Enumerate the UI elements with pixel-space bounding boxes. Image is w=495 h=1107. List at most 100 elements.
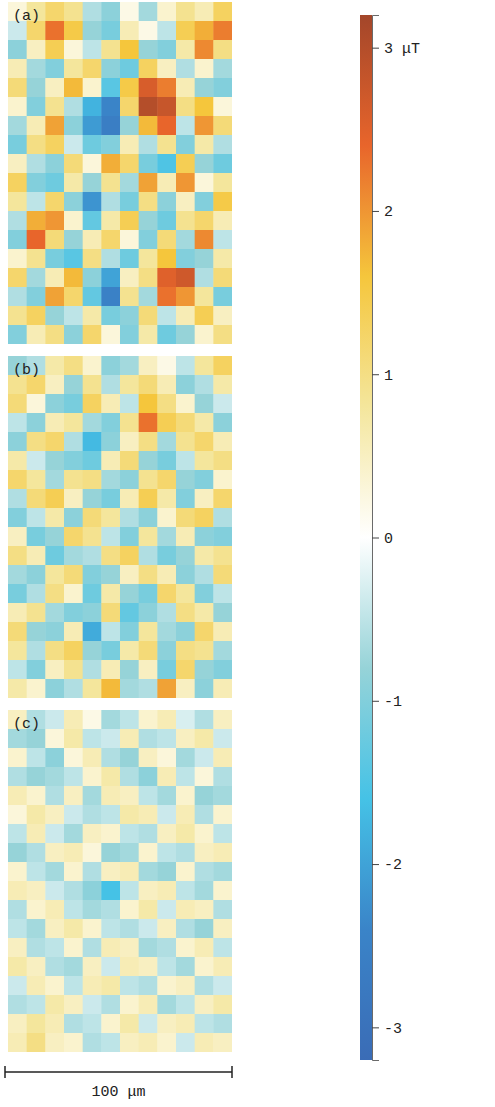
heatmap-cell — [176, 230, 195, 250]
heatmap-cell — [45, 211, 64, 231]
heatmap-cell — [64, 78, 83, 98]
heatmap-cell — [83, 919, 102, 939]
heatmap-cell — [120, 325, 139, 344]
heatmap-cell — [64, 470, 83, 490]
heatmap-cell — [195, 729, 214, 749]
heatmap-cell — [157, 451, 176, 471]
heatmap-cell — [101, 413, 120, 433]
heatmap-cell — [157, 375, 176, 395]
heatmap-cell — [8, 40, 27, 60]
heatmap-cell — [83, 805, 102, 825]
heatmap-cell — [83, 1014, 102, 1034]
heatmap-cell — [139, 584, 158, 604]
heatmap-cell — [45, 154, 64, 174]
heatmap-cell — [139, 546, 158, 566]
heatmap-cell — [195, 824, 214, 844]
heatmap-cell — [195, 1014, 214, 1034]
heatmap-cell — [176, 603, 195, 623]
heatmap-cell — [157, 919, 176, 939]
heatmap-cell — [213, 154, 232, 174]
heatmap-cell — [101, 432, 120, 452]
heatmap-cell — [176, 584, 195, 604]
heatmap-cell — [195, 862, 214, 882]
heatmap-cell — [213, 451, 232, 471]
heatmap-cell — [176, 192, 195, 212]
heatmap-cell — [83, 622, 102, 642]
heatmap-cell — [139, 173, 158, 193]
heatmap-cell — [195, 230, 214, 250]
heatmap-cell — [157, 432, 176, 452]
heatmap-cell — [139, 116, 158, 136]
heatmap-cell — [64, 679, 83, 698]
heatmap-cell — [213, 249, 232, 269]
heatmap-cell — [195, 375, 214, 395]
heatmap-cell — [83, 192, 102, 212]
heatmap-cell — [213, 824, 232, 844]
heatmap-cell — [64, 135, 83, 155]
heatmap-cell — [27, 881, 46, 901]
heatmap-cell — [83, 976, 102, 996]
heatmap-cell — [157, 679, 176, 698]
heatmap-cell — [213, 306, 232, 326]
heatmap-cell — [83, 957, 102, 977]
heatmap-cell — [139, 78, 158, 98]
heatmap-cell — [45, 805, 64, 825]
heatmap-cell — [176, 173, 195, 193]
heatmap-cell — [45, 432, 64, 452]
heatmap-cell — [213, 786, 232, 806]
heatmap-cell — [176, 268, 195, 288]
heatmap-cell — [64, 824, 83, 844]
heatmap-cell — [195, 306, 214, 326]
heatmap-cell — [27, 767, 46, 787]
heatmap-cell — [27, 249, 46, 269]
heatmap-cell — [64, 786, 83, 806]
heatmap-cell — [64, 287, 83, 307]
heatmap-cell — [176, 843, 195, 863]
heatmap-cell — [139, 995, 158, 1015]
heatmap-cell — [83, 824, 102, 844]
heatmap-cell — [27, 508, 46, 528]
heatmap-cell — [64, 641, 83, 661]
heatmap-cell — [83, 641, 102, 661]
heatmap-cell — [101, 1033, 120, 1052]
heatmap-cell — [64, 900, 83, 920]
heatmap-cell — [64, 2, 83, 22]
heatmap-cell — [45, 900, 64, 920]
heatmap-cell — [195, 432, 214, 452]
panel-label: (a) — [13, 8, 40, 25]
heatmap-cell — [157, 805, 176, 825]
heatmap-cell — [157, 976, 176, 996]
heatmap-cell — [176, 451, 195, 471]
heatmap-cell — [8, 767, 27, 787]
heatmap-cell — [27, 78, 46, 98]
colorbar-tick: 0 — [372, 531, 393, 548]
heatmap-cell — [176, 527, 195, 547]
heatmap-cell — [64, 938, 83, 958]
heatmap-cell — [139, 394, 158, 414]
heatmap-cell — [213, 78, 232, 98]
heatmap-cell — [8, 489, 27, 509]
heatmap-cell — [139, 527, 158, 547]
heatmap-cell — [45, 2, 64, 22]
heatmap-cell — [8, 394, 27, 414]
heatmap-cell — [120, 584, 139, 604]
heatmap-cell — [83, 862, 102, 882]
heatmap-cell — [101, 135, 120, 155]
heatmap-cell — [120, 268, 139, 288]
heatmap-cell — [195, 508, 214, 528]
heatmap-cell — [8, 116, 27, 136]
heatmap-cell — [120, 881, 139, 901]
heatmap-cell — [83, 413, 102, 433]
heatmap-cell — [8, 976, 27, 996]
heatmap-cell — [64, 919, 83, 939]
heatmap-cell — [101, 786, 120, 806]
heatmap-cell — [8, 584, 27, 604]
heatmap-cell — [157, 306, 176, 326]
heatmap-cell — [176, 862, 195, 882]
heatmap-cell — [83, 154, 102, 174]
heatmap-cell — [195, 451, 214, 471]
scale-bar — [5, 1066, 232, 1078]
heatmap-cell — [83, 843, 102, 863]
heatmap-cell — [176, 546, 195, 566]
heatmap-cell — [101, 919, 120, 939]
